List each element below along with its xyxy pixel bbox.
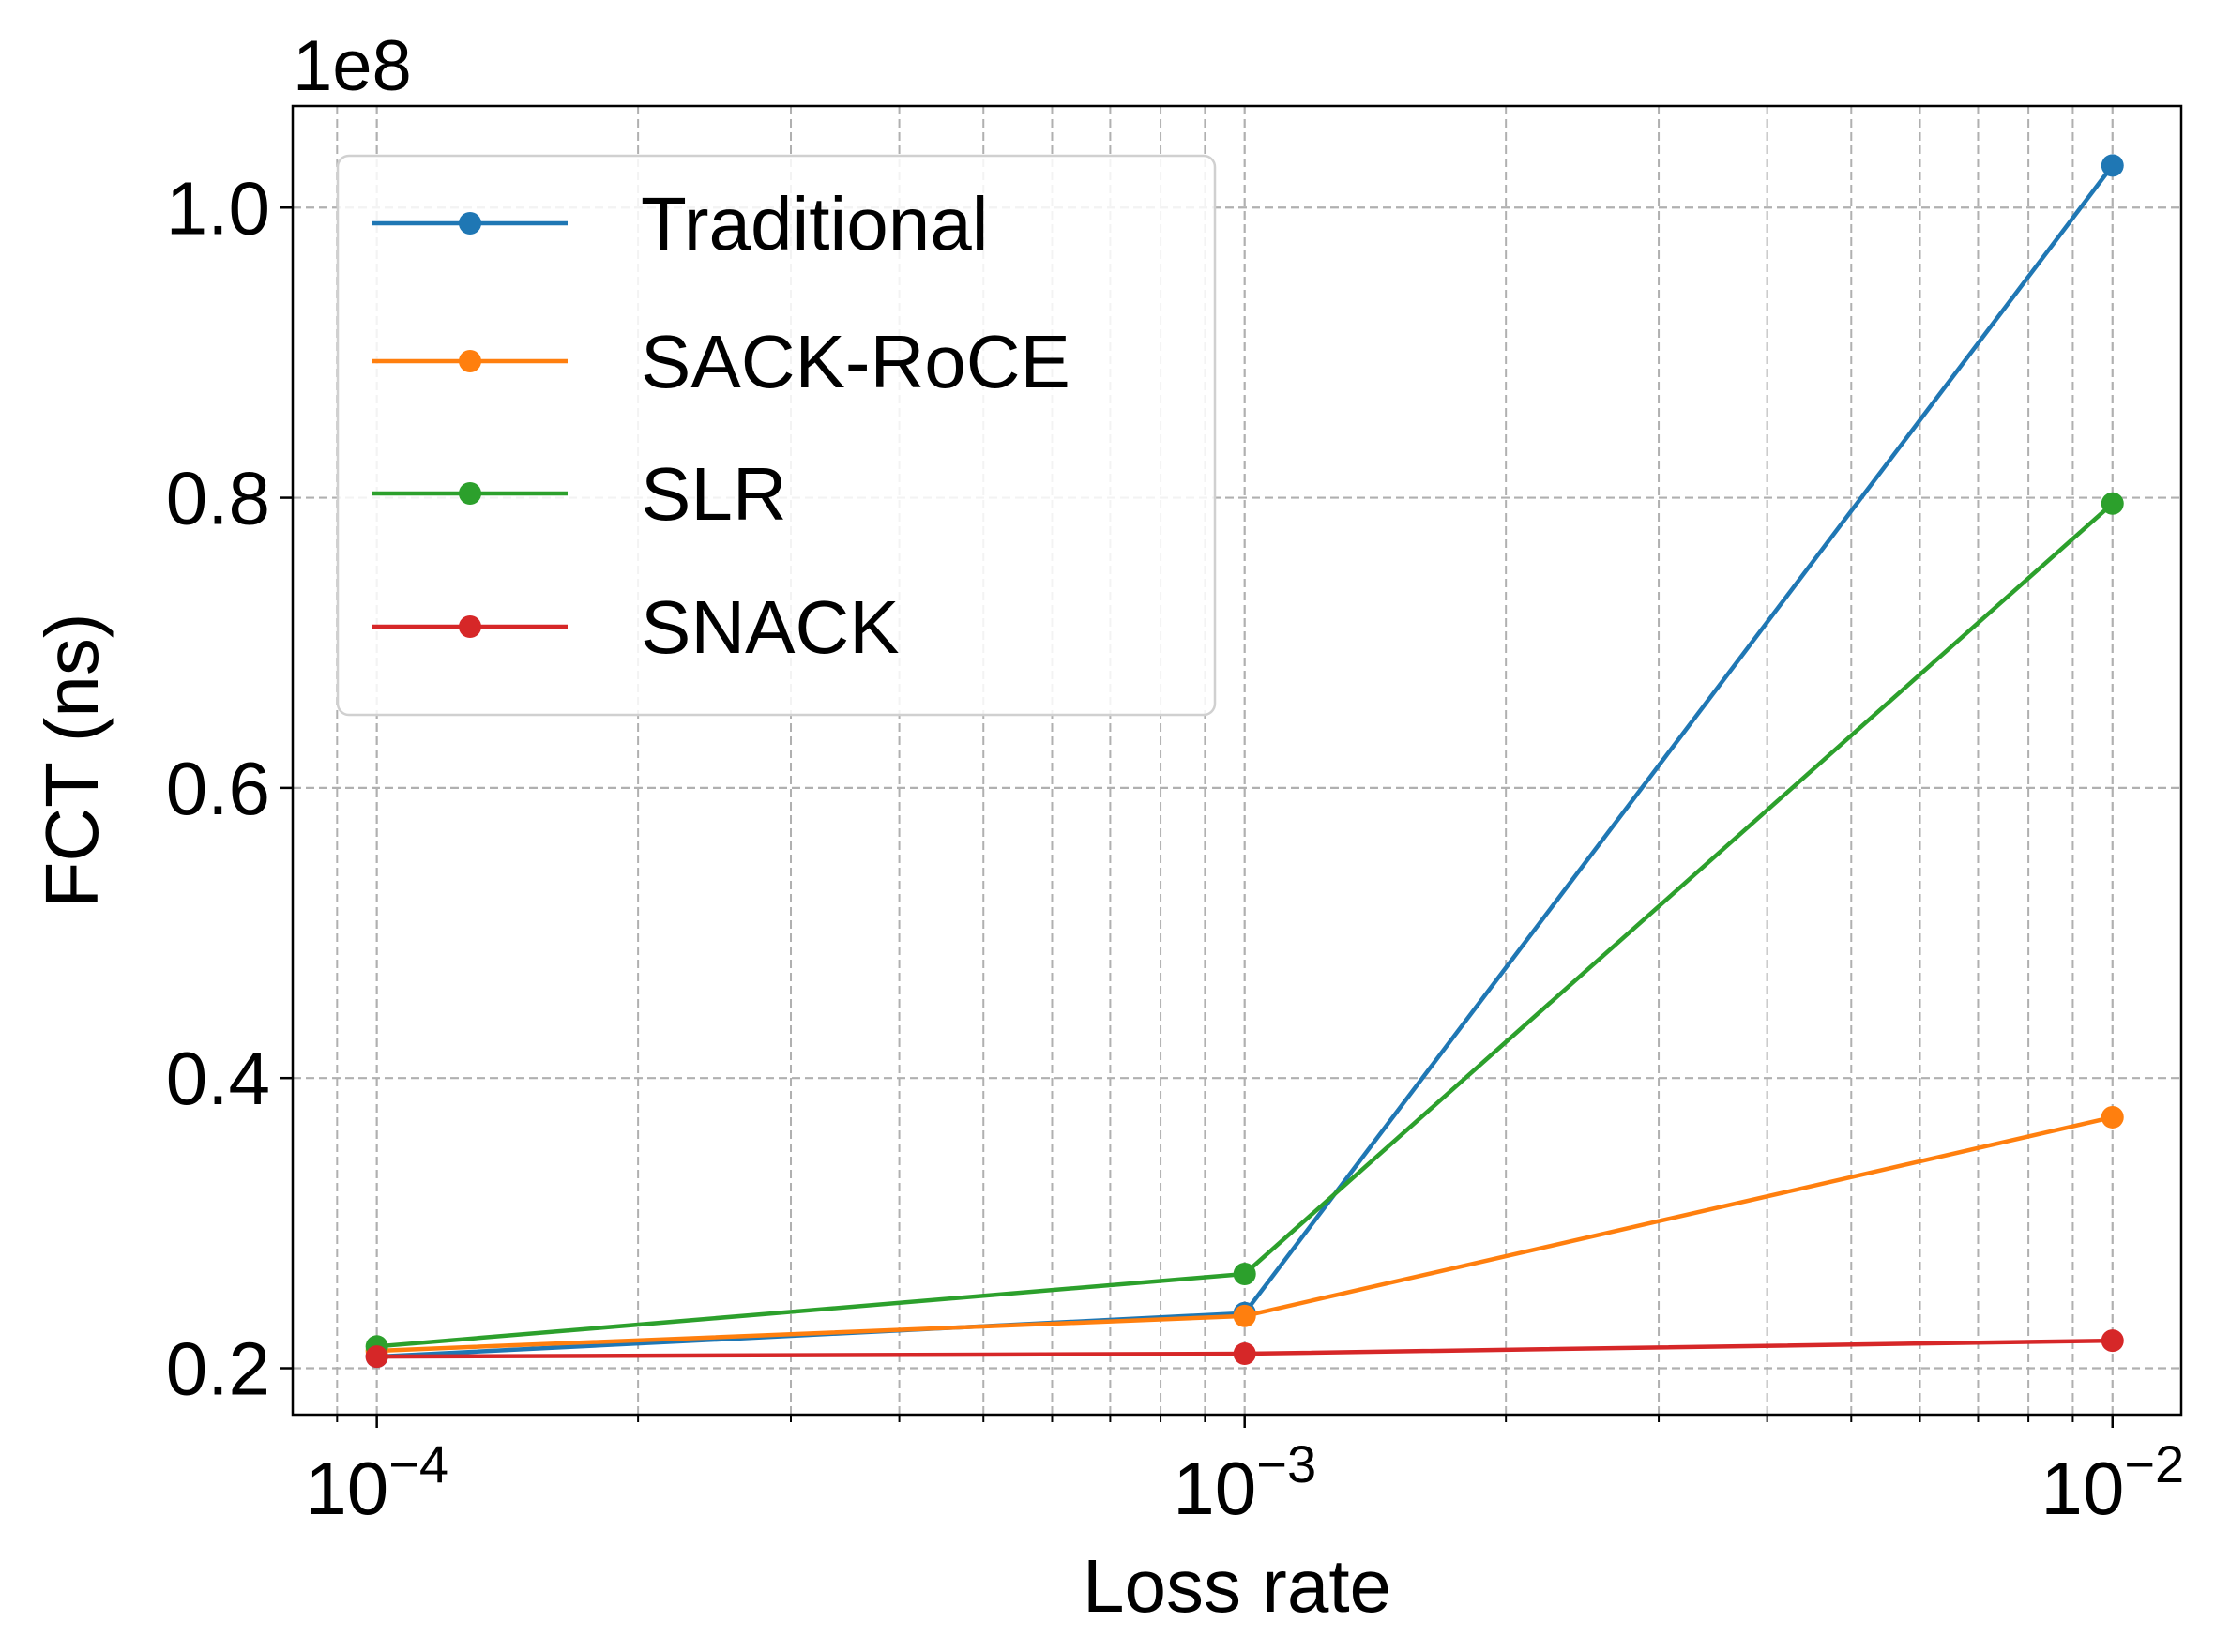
data-point bbox=[2101, 1105, 2124, 1129]
x-tick-label: 10−3 bbox=[1173, 1434, 1316, 1530]
data-point bbox=[365, 1345, 388, 1369]
series-layer bbox=[365, 154, 2124, 1369]
legend-item: SNACK bbox=[372, 585, 900, 669]
series-snack bbox=[365, 1329, 2124, 1369]
legend-marker bbox=[459, 482, 481, 505]
y-tick-label: 0.8 bbox=[166, 457, 270, 540]
legend-item: SLR bbox=[372, 452, 787, 536]
data-point bbox=[1233, 1304, 1256, 1327]
y-offset-label: 1e8 bbox=[293, 26, 412, 106]
x-tick-label: 10−4 bbox=[305, 1434, 448, 1530]
y-axis-label: FCT (ns) bbox=[30, 613, 114, 907]
legend-label: SLR bbox=[641, 452, 787, 536]
legend-marker bbox=[459, 350, 481, 372]
data-point bbox=[1233, 1342, 1256, 1366]
y-tick-label: 0.4 bbox=[166, 1037, 270, 1120]
legend-label: SNACK bbox=[641, 585, 900, 669]
y-tick-label: 1.0 bbox=[166, 166, 270, 250]
data-point bbox=[2101, 492, 2124, 515]
x-axis-label: Loss rate bbox=[1083, 1544, 1391, 1628]
legend-box bbox=[336, 154, 1217, 717]
data-point bbox=[2101, 1329, 2124, 1353]
y-tick-label: 0.2 bbox=[166, 1327, 270, 1411]
axes: 10−4 10−3 10−2 0.2 0.4 0.6 0.8 1.0 bbox=[166, 104, 2184, 1530]
legend-label: SACK-RoCE bbox=[641, 320, 1070, 403]
data-point bbox=[2101, 154, 2124, 177]
legend-item: Traditional bbox=[372, 182, 989, 265]
legend-marker bbox=[459, 615, 481, 638]
legend-label: Traditional bbox=[641, 182, 989, 265]
y-tick-label: 0.6 bbox=[166, 747, 270, 830]
legend-item: SACK-RoCE bbox=[372, 320, 1070, 403]
x-tick-label: 10−2 bbox=[2041, 1434, 2184, 1530]
legend: Traditional SACK-RoCE SLR SNACK bbox=[336, 154, 1217, 717]
data-point bbox=[1233, 1262, 1256, 1285]
plot-frame bbox=[291, 104, 2183, 1417]
legend-marker bbox=[459, 212, 481, 235]
